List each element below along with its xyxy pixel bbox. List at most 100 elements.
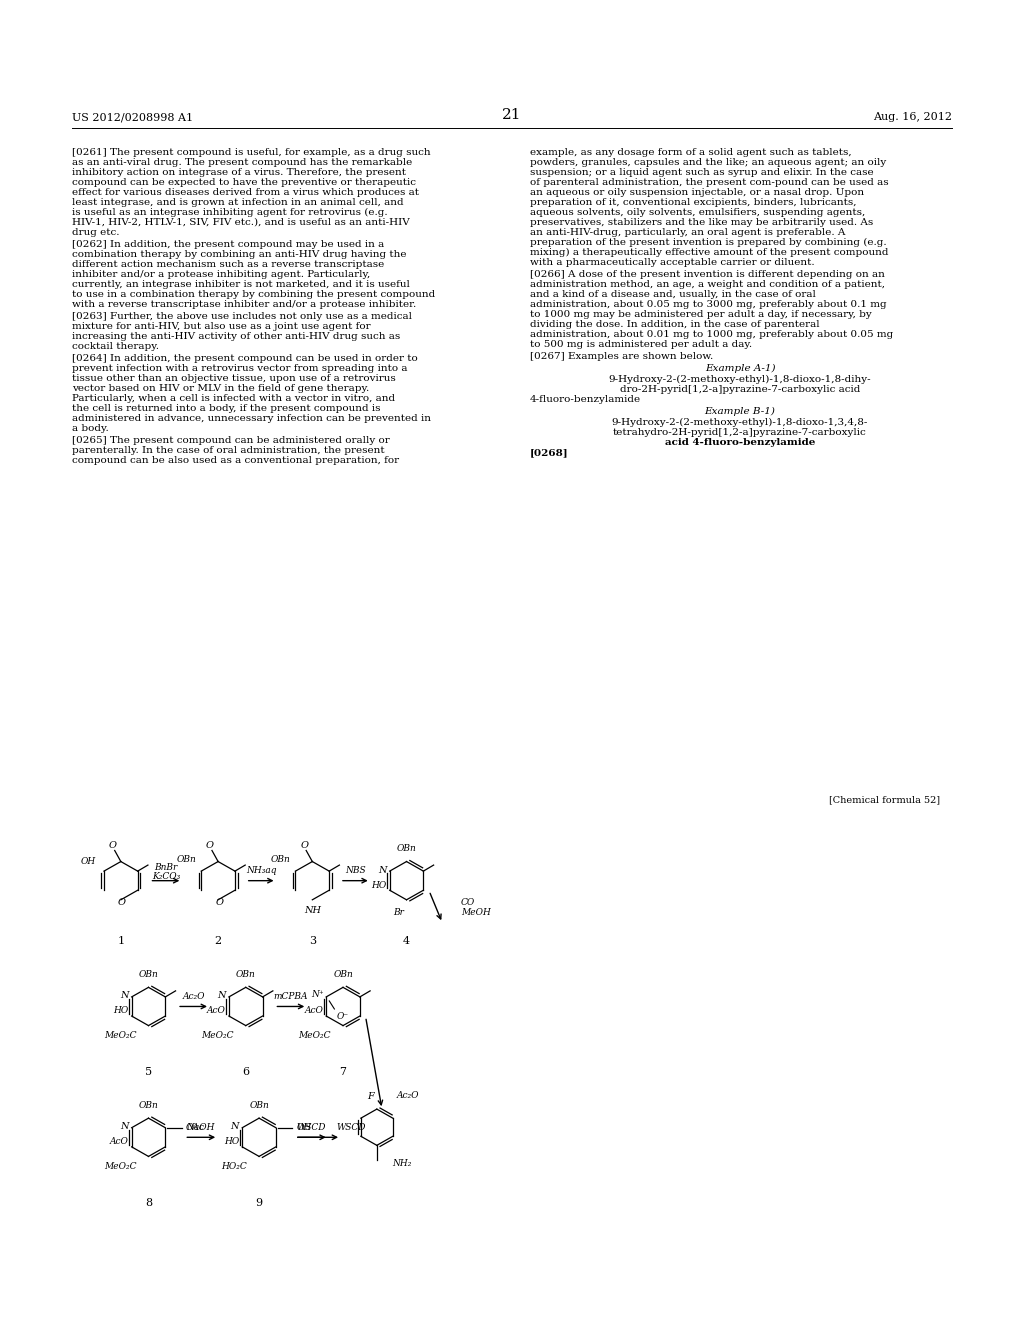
Text: OH: OH: [296, 1123, 311, 1133]
Text: 5: 5: [145, 1067, 152, 1077]
Text: O⁻: O⁻: [337, 1012, 348, 1020]
Text: [0266] A dose of the present invention is different depending on an: [0266] A dose of the present invention i…: [530, 271, 885, 279]
Text: MeOH: MeOH: [461, 908, 490, 917]
Text: 4: 4: [403, 936, 410, 946]
Text: to 500 mg is administered per adult a day.: to 500 mg is administered per adult a da…: [530, 341, 752, 348]
Text: dividing the dose. In addition, in the case of parenteral: dividing the dose. In addition, in the c…: [530, 319, 819, 329]
Text: [0268]: [0268]: [530, 447, 568, 457]
Text: powders, granules, capsules and the like; an aqueous agent; an oily: powders, granules, capsules and the like…: [530, 158, 886, 168]
Text: HO₂C: HO₂C: [221, 1162, 247, 1171]
Text: is useful as an integrase inhibiting agent for retrovirus (e.g.: is useful as an integrase inhibiting age…: [72, 209, 388, 216]
Text: with a pharmaceutically acceptable carrier or diluent.: with a pharmaceutically acceptable carri…: [530, 257, 815, 267]
Text: [0265] The present compound can be administered orally or: [0265] The present compound can be admin…: [72, 436, 390, 445]
Text: [0263] Further, the above use includes not only use as a medical: [0263] Further, the above use includes n…: [72, 312, 412, 321]
Text: administration, about 0.01 mg to 1000 mg, preferably about 0.05 mg: administration, about 0.01 mg to 1000 mg…: [530, 330, 893, 339]
Text: different action mechanism such as a reverse transcriptase: different action mechanism such as a rev…: [72, 260, 384, 269]
Text: Br: Br: [393, 908, 404, 917]
Text: and a kind of a disease and, usually, in the case of oral: and a kind of a disease and, usually, in…: [530, 290, 816, 300]
Text: 1: 1: [118, 936, 124, 946]
Text: NH₂: NH₂: [392, 1159, 412, 1168]
Text: N: N: [217, 991, 226, 1001]
Text: HO: HO: [114, 1006, 129, 1015]
Text: dro-2H-pyrid[1,2-a]pyrazine-7-carboxylic acid: dro-2H-pyrid[1,2-a]pyrazine-7-carboxylic…: [620, 385, 860, 393]
Text: cocktail therapy.: cocktail therapy.: [72, 342, 159, 351]
Text: 7: 7: [340, 1067, 346, 1077]
Text: administration, about 0.05 mg to 3000 mg, preferably about 0.1 mg: administration, about 0.05 mg to 3000 mg…: [530, 300, 887, 309]
Text: tissue other than an objective tissue, upon use of a retrovirus: tissue other than an objective tissue, u…: [72, 374, 395, 383]
Text: OBn: OBn: [236, 970, 256, 978]
Text: preservatives, stabilizers and the like may be arbitrarily used. As: preservatives, stabilizers and the like …: [530, 218, 873, 227]
Text: Example A-1): Example A-1): [705, 364, 775, 374]
Text: OBn: OBn: [176, 854, 197, 863]
Text: compound can be expected to have the preventive or therapeutic: compound can be expected to have the pre…: [72, 178, 416, 187]
Text: N⁺: N⁺: [311, 990, 325, 999]
Text: WSCD: WSCD: [297, 1123, 326, 1131]
Text: Ac₂O: Ac₂O: [396, 1090, 419, 1100]
Text: administered in advance, unnecessary infection can be prevented in: administered in advance, unnecessary inf…: [72, 414, 431, 422]
Text: 6: 6: [243, 1067, 249, 1077]
Text: suspension; or a liquid agent such as syrup and elixir. In the case: suspension; or a liquid agent such as sy…: [530, 168, 873, 177]
Text: NBS: NBS: [345, 866, 366, 875]
Text: preparation of the present invention is prepared by combining (e.g.: preparation of the present invention is …: [530, 238, 887, 247]
Text: N: N: [120, 1122, 129, 1131]
Text: the cell is returned into a body, if the present compound is: the cell is returned into a body, if the…: [72, 404, 381, 413]
Text: BnBr: BnBr: [155, 863, 177, 873]
Text: aqueous solvents, oily solvents, emulsifiers, suspending agents,: aqueous solvents, oily solvents, emulsif…: [530, 209, 865, 216]
Text: O: O: [206, 841, 214, 850]
Text: O: O: [118, 899, 126, 907]
Text: Particularly, when a cell is infected with a vector in vitro, and: Particularly, when a cell is infected wi…: [72, 393, 395, 403]
Text: OBn: OBn: [138, 970, 159, 978]
Text: mixing) a therapeutically effective amount of the present compound: mixing) a therapeutically effective amou…: [530, 248, 889, 257]
Text: least integrase, and is grown at infection in an animal cell, and: least integrase, and is grown at infecti…: [72, 198, 403, 207]
Text: compound can be also used as a conventional preparation, for: compound can be also used as a conventio…: [72, 455, 399, 465]
Text: of parenteral administration, the present com-pound can be used as: of parenteral administration, the presen…: [530, 178, 889, 187]
Text: mixture for anti-HIV, but also use as a joint use agent for: mixture for anti-HIV, but also use as a …: [72, 322, 371, 331]
Text: vector based on HIV or MLV in the field of gene therapy.: vector based on HIV or MLV in the field …: [72, 384, 370, 393]
Text: administration method, an age, a weight and condition of a patient,: administration method, an age, a weight …: [530, 280, 885, 289]
Text: drug etc.: drug etc.: [72, 228, 120, 238]
Text: N: N: [378, 866, 387, 875]
Text: HO: HO: [224, 1138, 240, 1146]
Text: MeO₂C: MeO₂C: [103, 1031, 136, 1040]
Text: an anti-HIV-drug, particularly, an oral agent is preferable. A: an anti-HIV-drug, particularly, an oral …: [530, 228, 846, 238]
Text: 2: 2: [215, 936, 221, 946]
Text: OBn: OBn: [396, 843, 417, 853]
Text: K₂CO₃: K₂CO₃: [152, 873, 180, 882]
Text: CO: CO: [461, 899, 475, 907]
Text: to use in a combination therapy by combining the present compound: to use in a combination therapy by combi…: [72, 290, 435, 300]
Text: 9-Hydroxy-2-(2-methoxy-ethyl)-1,8-dioxo-1,8-dihy-: 9-Hydroxy-2-(2-methoxy-ethyl)-1,8-dioxo-…: [608, 375, 871, 384]
Text: combination therapy by combining an anti-HIV drug having the: combination therapy by combining an anti…: [72, 249, 407, 259]
Text: tetrahydro-2H-pyrid[1,2-a]pyrazine-7-carboxylic: tetrahydro-2H-pyrid[1,2-a]pyrazine-7-car…: [613, 428, 867, 437]
Text: AcO: AcO: [304, 1006, 324, 1015]
Text: MeO₂C: MeO₂C: [201, 1031, 233, 1040]
Text: [0267] Examples are shown below.: [0267] Examples are shown below.: [530, 352, 714, 360]
Text: F: F: [367, 1092, 374, 1101]
Text: example, as any dosage form of a solid agent such as tablets,: example, as any dosage form of a solid a…: [530, 148, 852, 157]
Text: NaOH: NaOH: [186, 1123, 215, 1131]
Text: effect for various diseases derived from a virus which produces at: effect for various diseases derived from…: [72, 187, 419, 197]
Text: a body.: a body.: [72, 424, 109, 433]
Text: increasing the anti-HIV activity of other anti-HIV drug such as: increasing the anti-HIV activity of othe…: [72, 333, 400, 341]
Text: [0262] In addition, the present compound may be used in a: [0262] In addition, the present compound…: [72, 240, 384, 249]
Text: mCPBA: mCPBA: [273, 991, 308, 1001]
Text: acid 4-fluoro-benzylamide: acid 4-fluoro-benzylamide: [665, 438, 815, 447]
Text: [0264] In addition, the present compound can be used in order to: [0264] In addition, the present compound…: [72, 354, 418, 363]
Text: OBn: OBn: [249, 1101, 269, 1110]
Text: prevent infection with a retrovirus vector from spreading into a: prevent infection with a retrovirus vect…: [72, 364, 408, 374]
Text: US 2012/0208998 A1: US 2012/0208998 A1: [72, 112, 194, 121]
Text: 9: 9: [256, 1197, 262, 1208]
Text: [Chemical formula 52]: [Chemical formula 52]: [828, 795, 940, 804]
Text: OH: OH: [81, 857, 96, 866]
Text: 8: 8: [145, 1197, 152, 1208]
Text: MeO₂C: MeO₂C: [103, 1162, 136, 1171]
Text: HO: HO: [372, 880, 387, 890]
Text: an aqueous or oily suspension injectable, or a nasal drop. Upon: an aqueous or oily suspension injectable…: [530, 187, 864, 197]
Text: OAc: OAc: [185, 1123, 205, 1133]
Text: inhibitory action on integrase of a virus. Therefore, the present: inhibitory action on integrase of a viru…: [72, 168, 406, 177]
Text: NH₃aq: NH₃aq: [246, 866, 276, 875]
Text: N: N: [120, 991, 129, 1001]
Text: O: O: [300, 841, 308, 850]
Text: preparation of it, conventional excipients, binders, lubricants,: preparation of it, conventional excipien…: [530, 198, 856, 207]
Text: WSCD: WSCD: [337, 1123, 366, 1131]
Text: 9-Hydroxy-2-(2-methoxy-ethyl)-1,8-dioxo-1,3,4,8-: 9-Hydroxy-2-(2-methoxy-ethyl)-1,8-dioxo-…: [611, 418, 868, 428]
